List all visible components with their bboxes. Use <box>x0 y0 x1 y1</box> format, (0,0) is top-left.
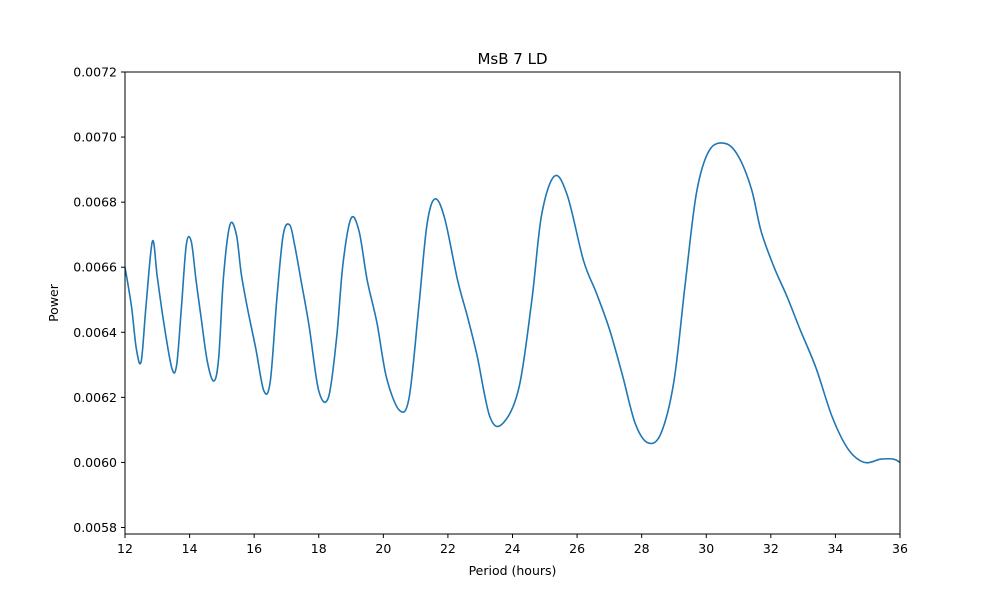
x-tick-label: 28 <box>634 541 650 556</box>
y-tick-label: 0.0066 <box>73 260 117 275</box>
chart-title: MsB 7 LD <box>477 50 547 68</box>
x-tick-label: 14 <box>182 541 198 556</box>
y-axis-label: Power <box>46 283 61 322</box>
x-tick-label: 12 <box>117 541 133 556</box>
series-line-0 <box>124 142 901 464</box>
x-tick-label: 20 <box>375 541 391 556</box>
series-layer <box>124 142 901 464</box>
y-tick-label: 0.0068 <box>73 195 117 210</box>
y-tick-label: 0.0064 <box>73 325 117 340</box>
y-tick-label: 0.0072 <box>73 65 117 80</box>
axis-ticks: 12 14 16 18 20 22 24 26 28 30 32 34 36 0.0058 0.0060 0.… <box>73 65 908 557</box>
x-tick-label: 24 <box>505 541 521 556</box>
x-tick-label: 34 <box>827 541 843 556</box>
x-tick-label: 22 <box>440 541 456 556</box>
x-tick-label: 32 <box>763 541 779 556</box>
x-tick-label: 30 <box>698 541 714 556</box>
y-tick-label: 0.0062 <box>73 390 117 405</box>
x-tick-label: 16 <box>246 541 262 556</box>
y-tick-label: 0.0058 <box>73 520 117 535</box>
y-tick-label: 0.0070 <box>73 130 117 145</box>
x-tick-label: 36 <box>892 541 908 556</box>
x-axis-label: Period (hours) <box>469 563 557 578</box>
x-tick-label: 26 <box>569 541 585 556</box>
x-tick-label: 18 <box>311 541 327 556</box>
y-tick-label: 0.0060 <box>73 455 117 470</box>
plot-frame <box>124 71 901 535</box>
